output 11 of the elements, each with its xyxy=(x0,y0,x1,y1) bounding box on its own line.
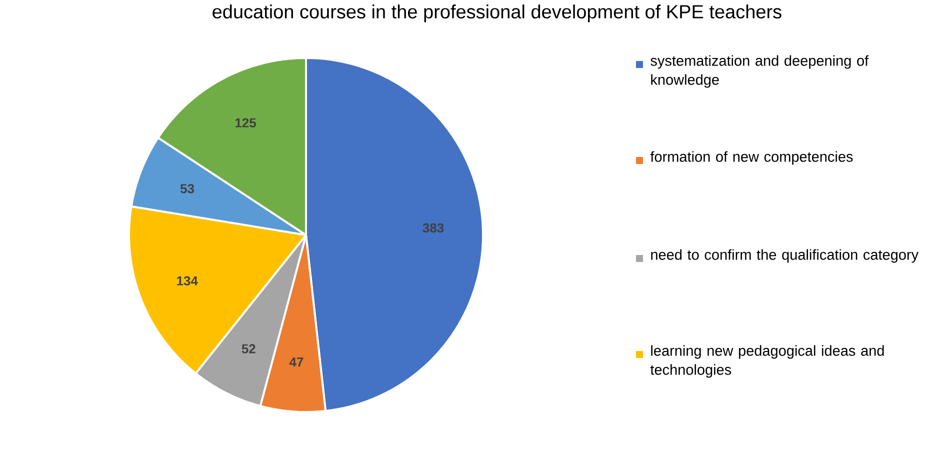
data-label: 47 xyxy=(289,358,304,367)
legend-label: formation of new competencies xyxy=(650,151,853,165)
data-label: 125 xyxy=(235,118,256,128)
legend-label: need to confirm the qualification category xyxy=(651,249,919,263)
chart-title: education courses in the professional development of KPE teachers xyxy=(212,4,782,22)
data-label: 52 xyxy=(242,344,256,354)
data-label: 134 xyxy=(177,276,198,286)
legend-label: systematization and deepening of knowledge xyxy=(650,55,869,88)
data-label: 383 xyxy=(422,223,444,233)
legend-label: learning new pedagogical ideas and technologies xyxy=(650,345,884,378)
data-label: 53 xyxy=(180,184,194,194)
